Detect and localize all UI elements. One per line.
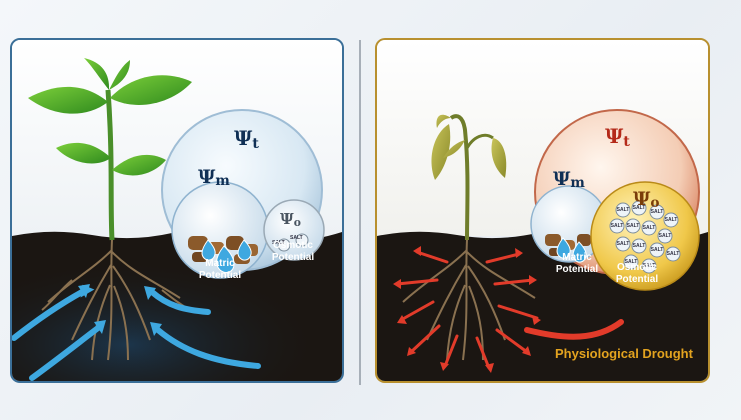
- leaves: [28, 58, 192, 176]
- roots: [402, 239, 536, 361]
- drought-plant-panel: Ψt Ψm Ψo SALT SALT SALT SALT SALT SALT SALT SAL…: [375, 38, 710, 383]
- wilted-leaves: [431, 114, 507, 180]
- water-drop-icon: [556, 237, 587, 263]
- salt-label: SALT: [642, 225, 656, 231]
- salt-label: SALT: [650, 209, 664, 215]
- salt-label: SALT: [666, 251, 680, 257]
- salt-label: SALT: [290, 235, 303, 241]
- salt-label: SALT: [610, 223, 624, 229]
- matric-potential-label: Matric Potential: [198, 258, 242, 281]
- total-potential-symbol: Ψt: [234, 126, 259, 152]
- salt-crystal-icon: [657, 228, 673, 244]
- drought-scene: [377, 40, 708, 381]
- total-potential-symbol: Ψt: [605, 124, 630, 150]
- salt-crystal-icon: [623, 254, 639, 270]
- salt-crystal-icon: [609, 218, 625, 234]
- salt-label: SALT: [664, 217, 678, 223]
- water-loss-arrows: [395, 250, 539, 370]
- salt-label: SALT: [642, 263, 656, 269]
- matric-potential-symbol: Ψm: [553, 168, 585, 192]
- healthy-plant-panel: Ψt Ψm Ψo SALT SALT Matric Potential Osmo…: [10, 38, 344, 383]
- healthy-scene: [12, 40, 342, 381]
- stem: [449, 114, 470, 241]
- salt-label: SALT: [626, 223, 640, 229]
- matric-potential-symbol: Ψm: [198, 166, 230, 190]
- osmotic-potential-label: Osmotic Potential: [271, 240, 315, 263]
- salt-crystal-icon: [631, 200, 647, 216]
- salt-crystal-icon: [615, 236, 631, 252]
- osmotic-potential-symbol: Ψo: [633, 188, 660, 212]
- water-drop-icon: [201, 239, 252, 273]
- salt-label: SALT: [272, 240, 285, 246]
- salt-label: SALT: [658, 233, 672, 239]
- salt-label: SALT: [624, 259, 638, 265]
- salt-label: SALT: [632, 243, 646, 249]
- salt-crystal-icon: [663, 212, 679, 228]
- panel-divider: [359, 40, 361, 385]
- salt-label: SALT: [616, 241, 630, 247]
- salt-crystal-icon: [631, 238, 647, 254]
- outflow-arrow: [524, 319, 624, 340]
- physiological-drought-caption: Physiological Drought: [555, 346, 693, 361]
- salt-crystal-icon: [625, 218, 641, 234]
- salt-icons: [277, 233, 309, 252]
- salt-crystal-icon: [665, 246, 681, 262]
- salt-crystal-icon: [641, 258, 657, 274]
- matric-potential-label: Matric Potential: [555, 252, 599, 275]
- osmotic-potential-label: Osmotic Potential: [615, 262, 659, 285]
- salt-crystal-icon: [615, 202, 631, 218]
- water-uptake-arrows: [12, 289, 261, 381]
- salt-crystal-icon: [649, 204, 665, 220]
- salt-crystal-icon: [641, 220, 657, 236]
- salt-crystal-icon: [649, 242, 665, 258]
- salt-label: SALT: [650, 247, 664, 253]
- salt-icons: [609, 200, 681, 274]
- salt-label: SALT: [616, 207, 630, 213]
- salt-label: SALT: [632, 205, 646, 211]
- stem: [105, 89, 115, 241]
- osmotic-potential-symbol: Ψo: [280, 210, 301, 229]
